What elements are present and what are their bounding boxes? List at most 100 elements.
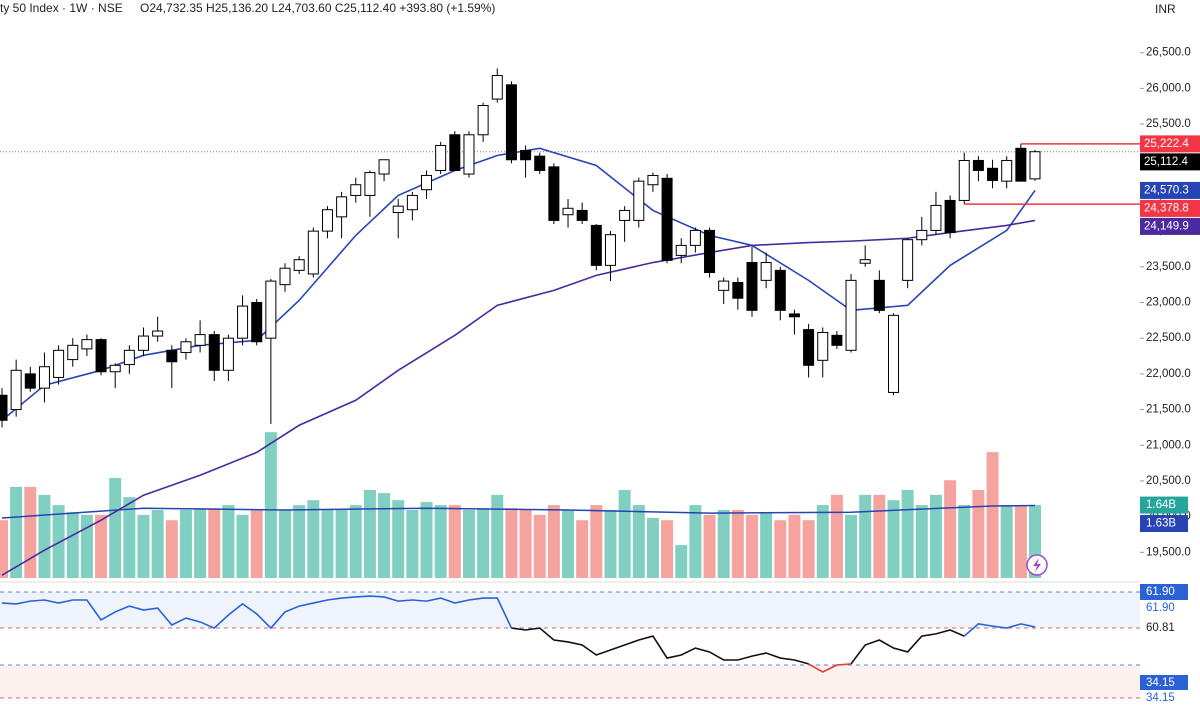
candle-body xyxy=(477,105,489,136)
price-label: 25,222.4 xyxy=(1144,138,1189,150)
candle-body xyxy=(208,334,220,371)
candle-body xyxy=(887,314,899,393)
volume-bar xyxy=(293,505,306,578)
y-tick-label: 26,500.0 xyxy=(1146,47,1191,59)
candle-body xyxy=(746,262,758,311)
price-label: 24,378.8 xyxy=(1144,202,1189,214)
rsi-upper-band xyxy=(0,592,1140,628)
volume-bar xyxy=(392,500,405,578)
volume-bar xyxy=(10,486,23,578)
volume-bar xyxy=(873,494,886,578)
volume-bar xyxy=(137,514,150,578)
rsi-label: 34.15 xyxy=(1146,677,1175,689)
candle-body xyxy=(463,134,475,175)
candle-body xyxy=(803,329,815,366)
volume-bar xyxy=(335,509,348,578)
symbol: ty 50 Index · 1W · NSE xyxy=(0,1,123,15)
candle-body xyxy=(53,349,65,378)
volume-bar xyxy=(689,505,702,578)
volume-bar xyxy=(349,505,362,578)
volume-bar xyxy=(519,509,532,578)
volume-bar xyxy=(52,505,65,578)
y-tick-label: 21,500.0 xyxy=(1146,404,1191,416)
candle-body xyxy=(123,349,135,366)
volume-bar xyxy=(1014,505,1027,578)
candle-body xyxy=(562,207,574,216)
candle-body xyxy=(265,280,277,339)
candle-body xyxy=(421,174,433,191)
volume-bar xyxy=(703,514,716,578)
volume-bar xyxy=(165,520,178,578)
candle-body xyxy=(336,196,348,218)
y-tick-label: 19,500.0 xyxy=(1146,546,1191,558)
volume-bar xyxy=(774,520,787,578)
volume-bar xyxy=(590,505,603,578)
volume-bar xyxy=(222,505,235,578)
rsi-line xyxy=(511,627,965,665)
volume-bar xyxy=(1000,505,1013,578)
candle-body xyxy=(576,209,588,221)
candle-body xyxy=(166,349,178,363)
candle-body xyxy=(732,282,744,299)
candle-body xyxy=(987,167,999,181)
volume-bar xyxy=(477,508,490,578)
candle-body xyxy=(449,134,461,171)
candle-body xyxy=(279,267,291,286)
y-tick-label: 23,000.0 xyxy=(1146,297,1191,309)
candle-body xyxy=(704,229,716,274)
price-label: 24,149.9 xyxy=(1144,220,1189,232)
candle-body xyxy=(38,366,50,389)
volume-bar xyxy=(986,452,999,578)
volume-bar xyxy=(802,520,815,578)
price-label: 24,570.3 xyxy=(1144,184,1189,196)
volume-bar xyxy=(279,509,292,578)
y-tick-label: 20,500.0 xyxy=(1146,475,1191,487)
volume-bar xyxy=(406,509,419,578)
volume-bar xyxy=(420,501,433,578)
volume-bar xyxy=(505,508,518,578)
candle-body xyxy=(1015,147,1027,182)
y-tick-label: 25,500.0 xyxy=(1146,118,1191,130)
price-layer xyxy=(0,68,1140,576)
rsi-label-box xyxy=(1140,690,1188,706)
candle-body xyxy=(10,369,22,411)
candle-body xyxy=(138,335,150,351)
volume-bar xyxy=(462,509,475,578)
volume-bar xyxy=(632,505,645,578)
candle-body xyxy=(873,279,885,311)
volume-bar xyxy=(307,500,320,578)
candle-body xyxy=(647,174,659,186)
volume-bar xyxy=(929,494,942,578)
candle-body xyxy=(406,194,418,211)
rsi-label: 61.90 xyxy=(1146,602,1175,614)
price-label-box xyxy=(1140,153,1200,171)
candle-body xyxy=(958,159,970,201)
rsi-label: 61.90 xyxy=(1146,586,1175,598)
candle-body xyxy=(251,302,263,343)
volume-bar xyxy=(788,514,801,578)
candle-body xyxy=(902,239,914,281)
volume-bar xyxy=(661,520,674,578)
candle-body xyxy=(109,364,121,373)
candle-body xyxy=(180,341,192,353)
candle-body xyxy=(378,159,390,175)
candle-body xyxy=(67,344,79,361)
volume-bar xyxy=(533,514,546,578)
rsi-line xyxy=(808,663,852,673)
candle-body xyxy=(661,177,673,261)
volume-bar xyxy=(562,509,575,578)
price-label-box xyxy=(1140,199,1200,217)
candle-body xyxy=(760,262,772,281)
volume-bar xyxy=(745,514,758,578)
volume-bar xyxy=(675,545,688,578)
ohlc: O24,732.35 H25,136.20 L24,703.60 C25,112… xyxy=(140,1,495,15)
candle-body xyxy=(788,313,800,318)
candle-body xyxy=(718,280,730,291)
candle-body xyxy=(194,334,206,346)
candle-body xyxy=(81,339,93,350)
volume-bar xyxy=(363,489,376,578)
candle-body xyxy=(307,230,319,275)
volume-bar xyxy=(264,432,277,578)
price-label-box xyxy=(1140,217,1200,235)
